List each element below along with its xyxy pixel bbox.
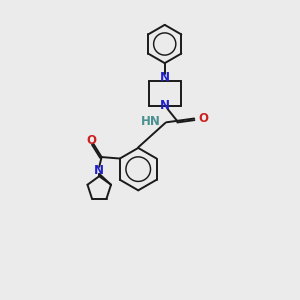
Text: O: O bbox=[86, 134, 96, 147]
Text: HN: HN bbox=[141, 115, 161, 128]
Text: N: N bbox=[160, 99, 170, 112]
Text: O: O bbox=[198, 112, 208, 125]
Text: N: N bbox=[94, 164, 104, 177]
Text: N: N bbox=[160, 71, 170, 84]
